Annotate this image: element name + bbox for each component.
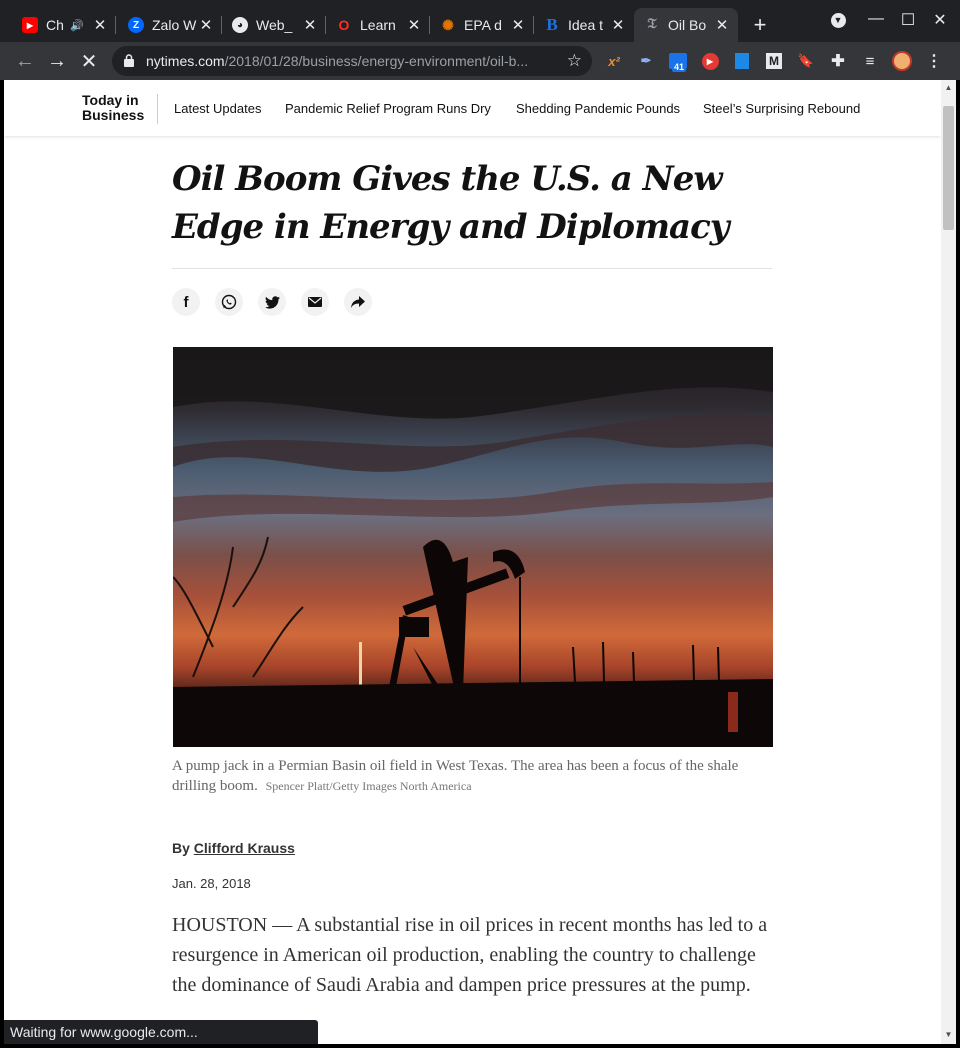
close-icon[interactable]: ✕ [199, 17, 213, 34]
zalo-icon: Z [128, 17, 144, 33]
tab-title: Learn [360, 17, 396, 33]
twitter-icon [264, 295, 280, 309]
caption-text: A pump jack in a Permian Basin oil field… [172, 758, 739, 794]
photo-credit: Spencer Platt/Getty Images North America [265, 779, 472, 793]
subnav-link-pandemic-relief[interactable]: Pandemic Relief Program Runs Dry [285, 101, 491, 116]
tab-search-icon[interactable]: ▼ [826, 10, 850, 28]
tab-youtube[interactable]: ▶ Ch 🔊 ✕ [12, 8, 116, 42]
tab-divider [429, 16, 430, 34]
tab-github[interactable]: ◕ Web_ ✕ [222, 8, 326, 42]
subnav-link-latest-updates[interactable]: Latest Updates [174, 101, 262, 116]
extension-badge: 41 [672, 62, 687, 72]
url-path: /2018/01/28/business/energy-environment/… [224, 53, 529, 69]
avatar[interactable] [892, 51, 912, 71]
tab-title: Web_ [256, 17, 293, 33]
share-arrow-icon [351, 296, 365, 308]
tab-zalo[interactable]: Z Zalo W ✕ [118, 8, 222, 42]
headline-divider [172, 268, 772, 269]
tab-divider [533, 16, 534, 34]
tab-title: Zalo W [152, 17, 197, 33]
calendar-extension-icon[interactable]: 41 [668, 51, 688, 72]
tab-strip: ▶ Ch 🔊 ✕ Z Zalo W ✕ ◕ Web_ ✕ O Learn ✕ ✺… [0, 0, 960, 42]
tab-learn[interactable]: O Learn ✕ [326, 8, 430, 42]
whatsapp-share-button[interactable] [215, 288, 243, 316]
article-body-paragraph: HOUSTON — A substantial rise in oil pric… [172, 914, 768, 996]
back-arrow-icon[interactable]: ← [15, 49, 35, 72]
window-close-icon[interactable]: ✕ [933, 12, 947, 29]
close-icon[interactable]: ✕ [303, 17, 317, 34]
section-title-line2: Business [82, 107, 145, 123]
youtube-extension-icon[interactable]: ▶ [700, 51, 720, 71]
maximize-icon[interactable]: ☐ [900, 12, 916, 29]
author-link[interactable]: Clifford Krauss [193, 840, 295, 856]
close-icon[interactable]: ✕ [611, 17, 625, 34]
tab-divider [115, 16, 116, 34]
kebab-menu-icon[interactable]: ⋮ [926, 53, 942, 70]
page-viewport: Today in Business Latest Updates Pandemi… [4, 80, 941, 1044]
lock-icon [124, 54, 134, 67]
tab-title: Idea t [568, 17, 604, 33]
window-border [956, 80, 960, 1048]
forward-arrow-icon[interactable]: → [47, 49, 67, 72]
vertical-scrollbar[interactable]: ▲ ▼ [941, 80, 956, 1044]
medium-extension-icon[interactable]: M [764, 51, 784, 71]
blogger-b-icon: B [546, 15, 558, 34]
status-bubble: Waiting for www.google.com... [4, 1020, 318, 1044]
puzzle-extensions-icon[interactable]: ✚ [831, 53, 845, 70]
article-photo [173, 347, 773, 747]
byline: By Clifford Krauss [172, 840, 295, 856]
photo-caption: A pump jack in a Permian Basin oil field… [172, 756, 772, 796]
superscript-extension-icon[interactable]: x² [608, 53, 620, 69]
facebook-share-button[interactable]: f [172, 288, 200, 316]
pen-extension-icon[interactable]: ✒ [640, 53, 652, 68]
subnav-divider [157, 94, 158, 124]
media-queue-icon[interactable]: ≡ [865, 52, 875, 70]
subnav-link-steel-rebound[interactable]: Steel’s Surprising Rebound [703, 101, 861, 116]
tab-title: Ch [46, 17, 64, 33]
tab-oil-boom[interactable]: 𝔗 Oil Bo ✕ [634, 8, 738, 42]
stop-loading-icon[interactable]: ✕ [80, 50, 98, 73]
whatsapp-icon [221, 294, 237, 310]
close-icon[interactable]: ✕ [407, 17, 421, 34]
learn-icon: O [338, 17, 350, 33]
envelope-icon [308, 297, 322, 307]
new-tab-button[interactable]: + [753, 12, 767, 37]
twitter-share-button[interactable] [258, 288, 286, 316]
section-subnav: Today in Business Latest Updates Pandemi… [4, 80, 941, 136]
article-date: Jan. 28, 2018 [172, 876, 251, 891]
tab-idea[interactable]: B Idea t ✕ [534, 8, 634, 42]
speaker-icon[interactable]: 🔊 [70, 19, 84, 32]
section-title[interactable]: Today in Business [82, 93, 144, 123]
article-headline: Oil Boom Gives the U.S. a New Edge in En… [172, 159, 730, 247]
url-text: nytimes.com/2018/01/28/business/energy-e… [146, 53, 556, 69]
url-host: nytimes.com [146, 53, 225, 69]
nyt-icon: 𝔗 [647, 17, 657, 32]
tab-divider [325, 16, 326, 34]
tab-epa[interactable]: ✺ EPA d ✕ [430, 8, 534, 42]
address-bar[interactable]: nytimes.com/2018/01/28/business/energy-e… [112, 46, 592, 76]
minimize-icon[interactable]: — [868, 10, 884, 27]
github-icon: ◕ [232, 17, 248, 33]
close-icon[interactable]: ✕ [93, 17, 107, 34]
email-share-button[interactable] [301, 288, 329, 316]
byline-prefix: By [172, 840, 194, 856]
ribbon-extension-icon[interactable]: 🔖 [797, 53, 815, 68]
subnav-link-shedding-pounds[interactable]: Shedding Pandemic Pounds [516, 101, 681, 116]
more-share-button[interactable] [344, 288, 372, 316]
epa-icon: ✺ [442, 16, 454, 33]
tab-divider [221, 16, 222, 34]
scrollbar-thumb[interactable] [943, 106, 954, 230]
browser-toolbar: ← → ✕ nytimes.com/2018/01/28/business/en… [0, 42, 960, 80]
bookmark-star-icon[interactable]: ☆ [566, 51, 582, 70]
tab-title: EPA d [464, 17, 502, 33]
close-icon[interactable]: ✕ [511, 17, 525, 34]
tab-title: Oil Bo [668, 17, 707, 33]
facebook-icon: f [183, 293, 189, 311]
close-icon[interactable]: ✕ [715, 17, 729, 34]
scroll-down-arrow-icon[interactable]: ▼ [944, 1030, 953, 1039]
youtube-icon: ▶ [22, 17, 38, 33]
scroll-up-arrow-icon[interactable]: ▲ [944, 83, 953, 92]
bookmark-extension-icon[interactable] [732, 51, 752, 71]
section-title-line1: Today in [82, 92, 139, 108]
